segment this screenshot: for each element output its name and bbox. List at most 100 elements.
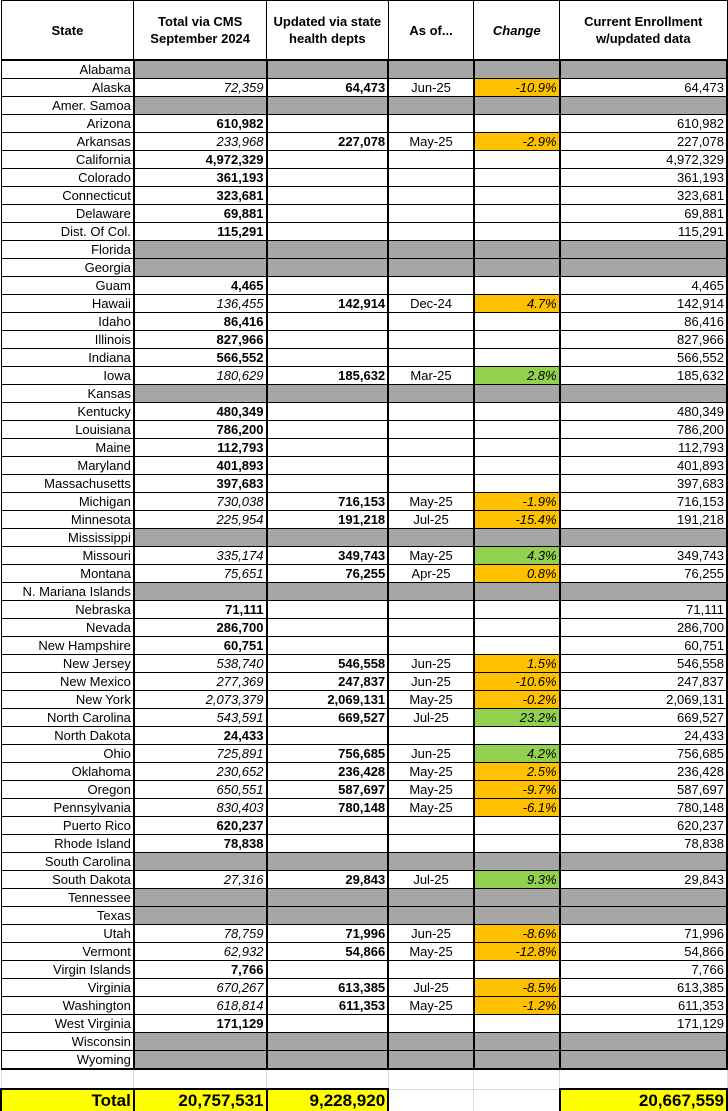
- change-cell[interactable]: -2.9%: [472, 132, 561, 151]
- updated-cell[interactable]: 587,697: [265, 780, 390, 799]
- change-cell[interactable]: [472, 402, 561, 421]
- updated-cell[interactable]: [265, 312, 390, 331]
- change-cell[interactable]: [472, 114, 561, 133]
- state-cell[interactable]: Wisconsin: [0, 1032, 135, 1051]
- cms-cell[interactable]: [132, 1032, 268, 1051]
- updated-cell[interactable]: [265, 348, 390, 367]
- cms-cell[interactable]: 171,129: [132, 1014, 268, 1033]
- header-cms[interactable]: Total via CMS September 2024: [133, 0, 267, 61]
- cms-cell[interactable]: 538,740: [132, 654, 268, 673]
- current-cell[interactable]: 71,996: [558, 924, 728, 943]
- change-cell[interactable]: [472, 330, 561, 349]
- cms-cell[interactable]: 7,766: [132, 960, 268, 979]
- current-cell[interactable]: [558, 384, 728, 403]
- current-cell[interactable]: [558, 906, 728, 925]
- current-cell[interactable]: 827,966: [558, 330, 728, 349]
- state-cell[interactable]: Dist. Of Col.: [0, 222, 135, 241]
- change-cell[interactable]: -9.7%: [472, 780, 561, 799]
- asof-cell[interactable]: May-25: [387, 798, 475, 817]
- asof-cell[interactable]: Jun-25: [387, 744, 475, 763]
- cms-cell[interactable]: 401,893: [132, 456, 268, 475]
- updated-cell[interactable]: [265, 240, 390, 259]
- current-cell[interactable]: 236,428: [558, 762, 728, 781]
- asof-cell[interactable]: [387, 906, 475, 925]
- asof-cell[interactable]: [387, 726, 475, 745]
- cms-cell[interactable]: [132, 1050, 268, 1070]
- state-cell[interactable]: Mississippi: [0, 528, 135, 547]
- cms-cell[interactable]: 361,193: [132, 168, 268, 187]
- updated-cell[interactable]: 185,632: [265, 366, 390, 385]
- change-cell[interactable]: [472, 636, 561, 655]
- change-cell[interactable]: 4.7%: [472, 294, 561, 313]
- change-cell[interactable]: -8.6%: [472, 924, 561, 943]
- asof-cell[interactable]: [387, 852, 475, 871]
- asof-cell[interactable]: [387, 438, 475, 457]
- change-cell[interactable]: [472, 312, 561, 331]
- asof-cell[interactable]: Jul-25: [387, 708, 475, 727]
- current-cell[interactable]: 613,385: [558, 978, 728, 997]
- total-updated-cell[interactable]: 9,228,920: [265, 1088, 390, 1111]
- asof-cell[interactable]: [387, 222, 475, 241]
- asof-cell[interactable]: May-25: [387, 762, 475, 781]
- state-cell[interactable]: Connecticut: [0, 186, 135, 205]
- change-cell[interactable]: [472, 384, 561, 403]
- updated-cell[interactable]: 227,078: [265, 132, 390, 151]
- cms-cell[interactable]: 230,652: [132, 762, 268, 781]
- updated-cell[interactable]: 349,743: [265, 546, 390, 565]
- change-cell[interactable]: 23.2%: [472, 708, 561, 727]
- asof-cell[interactable]: [387, 960, 475, 979]
- state-cell[interactable]: New Mexico: [0, 672, 135, 691]
- state-cell[interactable]: Tennessee: [0, 888, 135, 907]
- state-cell[interactable]: Arizona: [0, 114, 135, 133]
- current-cell[interactable]: 611,353: [558, 996, 728, 1015]
- current-cell[interactable]: 185,632: [558, 366, 728, 385]
- change-cell[interactable]: [472, 852, 561, 871]
- cms-cell[interactable]: [132, 888, 268, 907]
- updated-cell[interactable]: 780,148: [265, 798, 390, 817]
- current-cell[interactable]: 115,291: [558, 222, 728, 241]
- updated-cell[interactable]: [265, 528, 390, 547]
- change-cell[interactable]: [472, 960, 561, 979]
- asof-cell[interactable]: Dec-24: [387, 294, 475, 313]
- updated-cell[interactable]: 54,866: [265, 942, 390, 961]
- current-cell[interactable]: 112,793: [558, 438, 728, 457]
- change-cell[interactable]: 4.3%: [472, 546, 561, 565]
- cms-cell[interactable]: 24,433: [132, 726, 268, 745]
- updated-cell[interactable]: 71,996: [265, 924, 390, 943]
- change-cell[interactable]: [472, 474, 561, 493]
- updated-cell[interactable]: [265, 1014, 390, 1033]
- state-cell[interactable]: Maryland: [0, 456, 135, 475]
- state-cell[interactable]: New Hampshire: [0, 636, 135, 655]
- state-cell[interactable]: Nebraska: [0, 600, 135, 619]
- updated-cell[interactable]: [265, 834, 390, 853]
- updated-cell[interactable]: 2,069,131: [265, 690, 390, 709]
- current-cell[interactable]: [558, 1050, 728, 1070]
- change-cell[interactable]: [472, 582, 561, 601]
- change-cell[interactable]: [472, 420, 561, 439]
- cms-cell[interactable]: 618,814: [132, 996, 268, 1015]
- state-cell[interactable]: Colorado: [0, 168, 135, 187]
- cms-cell[interactable]: 786,200: [132, 420, 268, 439]
- asof-cell[interactable]: [387, 600, 475, 619]
- cms-cell[interactable]: 397,683: [132, 474, 268, 493]
- current-cell[interactable]: [558, 582, 728, 601]
- cms-cell[interactable]: 75,651: [132, 564, 268, 583]
- current-cell[interactable]: 716,153: [558, 492, 728, 511]
- updated-cell[interactable]: [265, 1032, 390, 1051]
- state-cell[interactable]: Texas: [0, 906, 135, 925]
- cms-cell[interactable]: 62,932: [132, 942, 268, 961]
- state-cell[interactable]: New York: [0, 690, 135, 709]
- asof-cell[interactable]: Jun-25: [387, 924, 475, 943]
- change-cell[interactable]: 0.8%: [472, 564, 561, 583]
- change-cell[interactable]: [472, 1014, 561, 1033]
- cms-cell[interactable]: 830,403: [132, 798, 268, 817]
- change-cell[interactable]: 4.2%: [472, 744, 561, 763]
- cms-cell[interactable]: 78,759: [132, 924, 268, 943]
- state-cell[interactable]: California: [0, 150, 135, 169]
- state-cell[interactable]: Virginia: [0, 978, 135, 997]
- asof-cell[interactable]: [387, 204, 475, 223]
- asof-cell[interactable]: May-25: [387, 132, 475, 151]
- updated-cell[interactable]: [265, 726, 390, 745]
- current-cell[interactable]: 566,552: [558, 348, 728, 367]
- cms-cell[interactable]: 115,291: [132, 222, 268, 241]
